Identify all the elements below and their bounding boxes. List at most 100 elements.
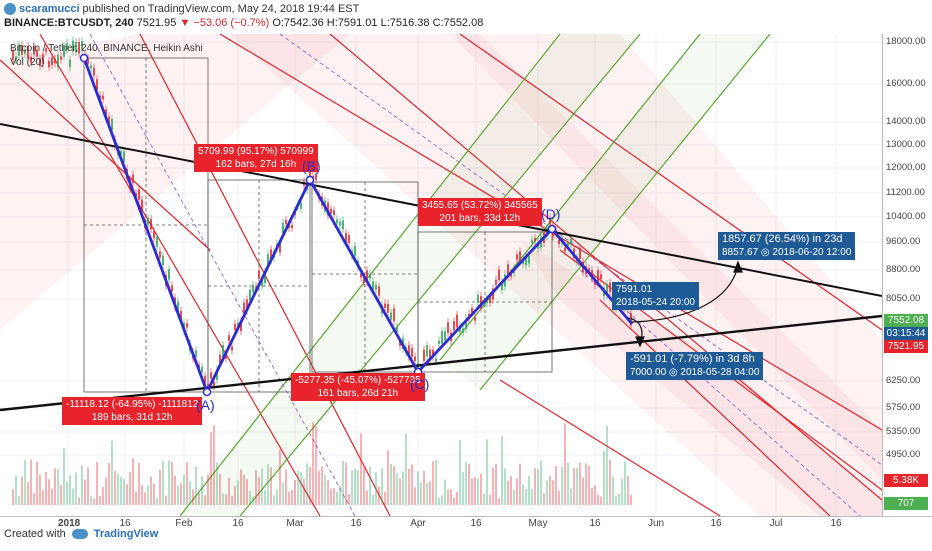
candle-body — [366, 270, 368, 283]
volume-bar — [339, 485, 341, 505]
candle-body — [567, 242, 569, 247]
volume-bar — [87, 467, 89, 505]
volume-bar — [180, 483, 182, 505]
price-tag: 707 — [884, 497, 928, 510]
time-tick-label: 16 — [710, 518, 722, 529]
point-x — [79, 53, 89, 63]
candle-body — [384, 303, 386, 308]
time-tick-label: Jun — [647, 518, 665, 529]
candle-body — [153, 231, 155, 239]
volume-bar — [363, 467, 365, 505]
point-b — [305, 175, 315, 185]
volume-bar — [411, 464, 413, 505]
measure-label-cd: 3455.65 (53.72%) 345565 201 bars, 33d 12… — [418, 198, 542, 226]
volume-bar — [303, 478, 305, 505]
price-axis[interactable] — [882, 34, 932, 516]
volume-bar — [186, 462, 188, 505]
candle-body — [210, 372, 212, 379]
candle-body — [510, 272, 512, 277]
volume-bar — [117, 473, 119, 505]
candle-body — [423, 349, 425, 361]
candle-body — [39, 58, 41, 67]
candle-body — [69, 59, 71, 68]
author-name[interactable]: scaramucci — [19, 2, 80, 15]
candle-body — [531, 239, 533, 243]
volume-bar — [522, 484, 524, 505]
candle-body — [477, 294, 479, 303]
created-with-text: Created with — [4, 528, 66, 540]
volume-bar — [351, 470, 353, 505]
time-tick-label: Feb — [175, 518, 193, 529]
chart-plot[interactable] — [0, 34, 882, 516]
volume-bar — [78, 497, 80, 505]
candle-body — [252, 284, 254, 293]
candle-body — [387, 303, 389, 313]
volume-bar — [258, 477, 260, 505]
candle-body — [159, 251, 161, 258]
open-value: O:7542.36 — [272, 17, 324, 29]
candle-body — [339, 221, 341, 226]
volume-bar — [483, 493, 485, 505]
candle-body — [75, 41, 77, 53]
projection-arrows — [627, 260, 743, 348]
pink-channel-bands — [0, 34, 882, 516]
candle-body — [42, 54, 44, 64]
volume-bar — [576, 467, 578, 505]
volume-bar — [294, 480, 296, 505]
volume-bar — [561, 466, 563, 505]
candle-body — [606, 284, 608, 295]
volume-bar — [435, 460, 437, 505]
candle-body — [462, 328, 464, 333]
price-tick-label: 6250.00 — [886, 375, 921, 386]
volume-bar — [222, 493, 224, 505]
candle-body — [426, 345, 428, 357]
volume-bar — [261, 468, 263, 505]
volume-bar — [201, 476, 203, 505]
candle-body — [249, 289, 251, 301]
candle-body — [78, 41, 80, 54]
volume-bar — [189, 481, 191, 505]
volume-bar — [447, 489, 449, 505]
price-tag: 03:15:44 — [884, 327, 928, 340]
candle-body — [369, 274, 371, 279]
candle-body — [24, 50, 26, 54]
candle-body — [492, 288, 494, 300]
price-tag: 7521.95 — [884, 340, 928, 353]
close-value: C:7552.08 — [432, 17, 484, 29]
candle-body — [60, 56, 62, 60]
volume-bar — [492, 467, 494, 505]
candle-body — [81, 41, 83, 50]
tradingview-brand[interactable]: TradingView — [93, 528, 159, 540]
candle-body — [465, 318, 467, 329]
volume-bar — [309, 467, 311, 505]
price-tick-label: 18000.00 — [886, 36, 926, 47]
candle-body — [156, 236, 158, 247]
volume-bar — [510, 475, 512, 505]
volume-bar — [486, 439, 488, 505]
volume-bar — [507, 480, 509, 505]
volume-bar — [102, 486, 104, 505]
candle-body — [414, 356, 416, 362]
publish-row: scaramucci published on TradingView.com,… — [4, 1, 359, 16]
candle-body — [507, 264, 509, 278]
volume-bar — [498, 498, 500, 505]
volume-bar — [324, 475, 326, 505]
projection-label-up: 1857.67 (26.54%) in 23d 8857.67 ◎ 2018-0… — [718, 232, 856, 260]
candle-body — [285, 219, 287, 225]
candle-body — [495, 279, 497, 285]
volume-bar — [27, 482, 29, 505]
symbol-label: BINANCE:BTCUSDT, 240 — [4, 17, 134, 29]
candle-body — [288, 224, 290, 229]
time-axis[interactable] — [0, 516, 932, 551]
current-price-box: 7591.01 2018-05-24 20:00 — [612, 282, 699, 310]
volume-bar — [273, 495, 275, 505]
volume-bar — [141, 485, 143, 505]
volume-bar — [48, 479, 50, 505]
volume-bar — [93, 498, 95, 505]
volume-bar — [42, 490, 44, 505]
volume-bar — [108, 463, 110, 505]
candle-body — [459, 326, 461, 333]
candle-body — [588, 268, 590, 272]
volume-bar — [360, 433, 362, 505]
candle-body — [408, 345, 410, 358]
